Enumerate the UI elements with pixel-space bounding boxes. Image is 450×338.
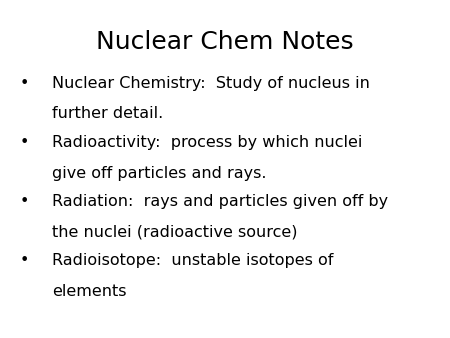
Text: Radioisotope:  unstable isotopes of: Radioisotope: unstable isotopes of [52,254,333,268]
Text: Nuclear Chemistry:  Study of nucleus in: Nuclear Chemistry: Study of nucleus in [52,76,369,91]
Text: •: • [20,194,29,209]
Text: •: • [20,254,29,268]
Text: Nuclear Chem Notes: Nuclear Chem Notes [96,30,354,54]
Text: Radioactivity:  process by which nuclei: Radioactivity: process by which nuclei [52,135,362,150]
Text: give off particles and rays.: give off particles and rays. [52,166,266,180]
Text: •: • [20,76,29,91]
Text: elements: elements [52,284,126,299]
Text: further detail.: further detail. [52,106,163,121]
Text: •: • [20,135,29,150]
Text: Radiation:  rays and particles given off by: Radiation: rays and particles given off … [52,194,388,209]
Text: the nuclei (radioactive source): the nuclei (radioactive source) [52,225,297,240]
